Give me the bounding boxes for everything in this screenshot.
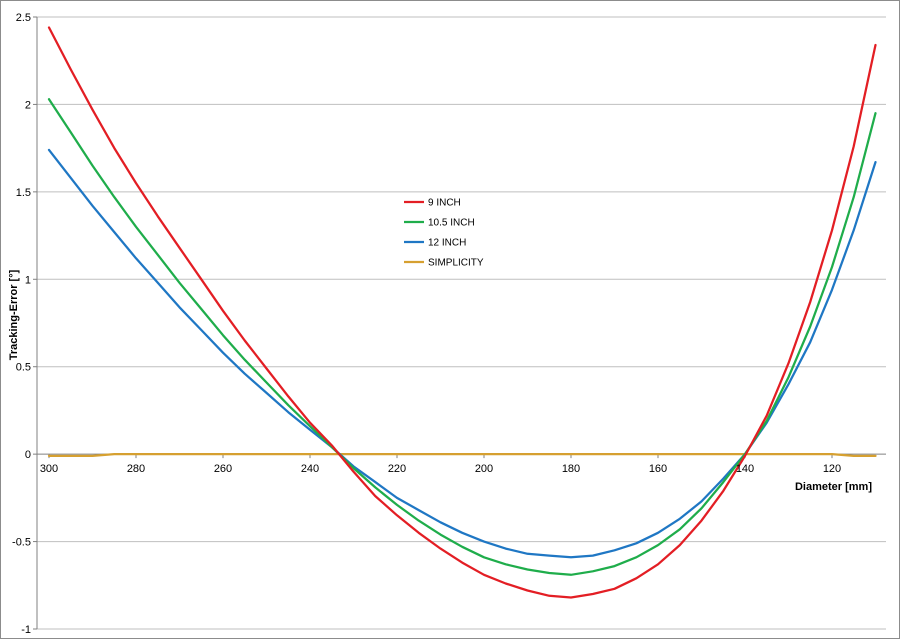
x-tick-label: 120 [823, 463, 841, 475]
y-tick-label: -0.5 [12, 537, 31, 549]
legend-entry: 10.5 INCH [428, 218, 475, 229]
y-axis-title: Tracking-Error [°] [8, 269, 20, 360]
x-tick-label: 220 [388, 463, 406, 475]
x-tick-label: 200 [475, 463, 493, 475]
legend-entry: 9 INCH [428, 198, 461, 209]
x-tick-label: 240 [301, 463, 319, 475]
series-lines [47, 26, 877, 599]
y-tick-label: 1.5 [16, 187, 31, 199]
gridlines [37, 16, 886, 630]
legend: 9 INCH 10.5 INCH 12 INCH SIMPLICITY [404, 198, 484, 269]
y-tick-label: 1 [25, 274, 31, 286]
y-tick-labels: -1 -0.5 0 0.5 1 1.5 2 2.5 [12, 12, 31, 636]
x-tick-label: 140 [736, 463, 754, 475]
series-line-10-5-inch [47, 98, 877, 576]
series-line-9-inch [47, 26, 877, 599]
y-tick-label: -1 [21, 624, 31, 636]
x-tick-labels: 300 280 260 240 220 200 180 160 140 120 [40, 463, 841, 475]
x-tick-label: 260 [214, 463, 232, 475]
x-tick-label: 280 [127, 463, 145, 475]
x-tick-label: 300 [40, 463, 58, 475]
legend-entry: SIMPLICITY [428, 258, 484, 269]
series-line-simplicity [47, 452, 877, 458]
y-tick-label: 2 [25, 99, 31, 111]
x-tick-label: 160 [649, 463, 667, 475]
y-tick-label: 0.5 [16, 362, 31, 374]
x-tick-label: 180 [562, 463, 580, 475]
y-tick-label: 0 [25, 449, 31, 461]
x-axis-title: Diameter [mm] [795, 481, 872, 493]
legend-entry: 12 INCH [428, 238, 466, 249]
y-tick-label: 2.5 [16, 12, 31, 24]
